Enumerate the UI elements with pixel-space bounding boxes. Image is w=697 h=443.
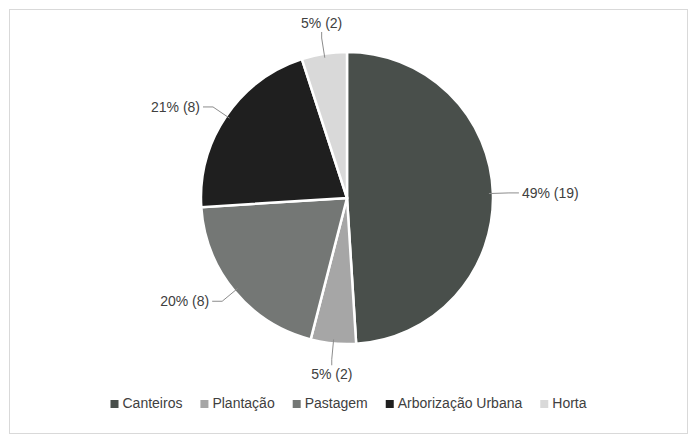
- pie-slice: [201, 198, 347, 339]
- legend-swatch: [200, 400, 208, 408]
- legend-item: Arborização Urbana: [386, 395, 523, 411]
- data-labels: 49% (19) 5% (2) 20% (8) 21% (8) 5% (2): [151, 15, 579, 382]
- legend-swatch: [293, 400, 301, 408]
- leader-line: [332, 339, 334, 365]
- pie-slice: [347, 52, 493, 344]
- pie-slice: [302, 52, 347, 198]
- leader-line: [489, 192, 519, 194]
- leader-line: [322, 32, 325, 58]
- legend-item: Plantação: [200, 395, 274, 411]
- legend-item: Horta: [540, 395, 586, 411]
- legend: Canteiros Plantação Pastagem Arborização Ur…: [111, 395, 587, 411]
- data-label: 20% (8): [160, 293, 209, 309]
- leader-line: [203, 107, 230, 118]
- legend-label: Plantação: [212, 395, 274, 411]
- legend-label: Horta: [552, 395, 586, 411]
- legend-label: Pastagem: [305, 395, 368, 411]
- data-label: 21% (8): [151, 99, 200, 115]
- leader-line: [212, 289, 237, 302]
- chart: 49% (19) 5% (2) 20% (8) 21% (8) 5% (2) Cantei…: [0, 0, 697, 443]
- data-label: 5% (2): [311, 366, 352, 382]
- legend-item: Canteiros: [111, 395, 183, 411]
- legend-swatch: [111, 400, 119, 408]
- data-label: 49% (19): [522, 185, 579, 201]
- legend-swatch: [540, 400, 548, 408]
- legend-swatch: [386, 400, 394, 408]
- legend-label: Canteiros: [123, 395, 183, 411]
- legend-label: Arborização Urbana: [398, 395, 523, 411]
- pie: [201, 52, 493, 344]
- legend-item: Pastagem: [293, 395, 368, 411]
- data-label: 5% (2): [301, 15, 342, 31]
- chart-frame: [10, 10, 688, 434]
